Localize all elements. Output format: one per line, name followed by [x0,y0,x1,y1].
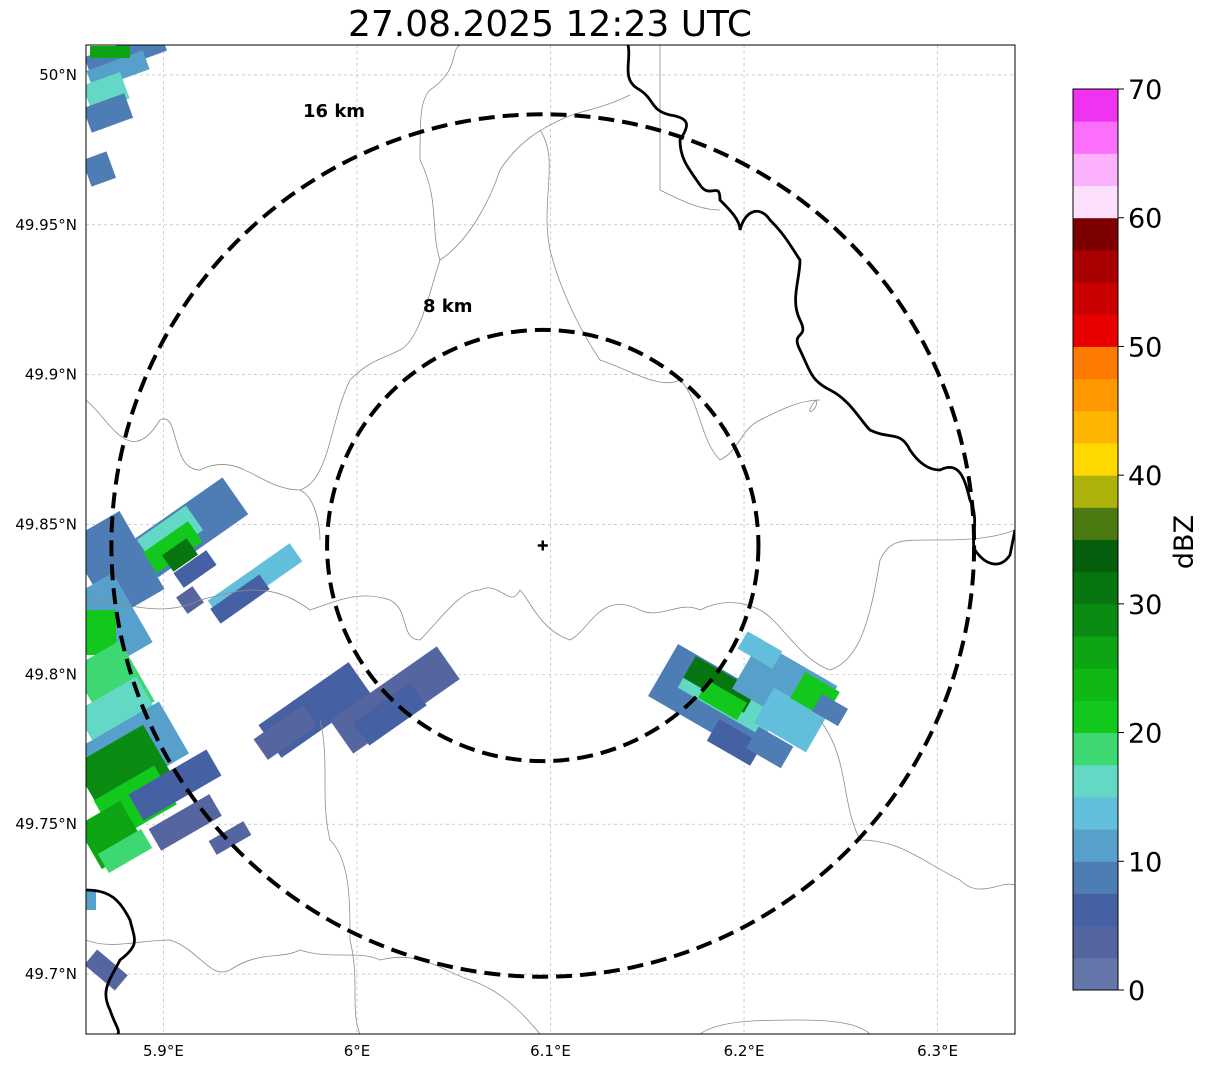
colorbar-tick-label: 0 [1128,976,1145,1007]
range-rings [109,112,977,979]
colorbar-segment [1073,539,1118,573]
colorbar-segment [1073,346,1118,380]
echo-cluster-south-center [253,646,460,760]
colorbar-segment [1073,314,1118,347]
colorbar-tick-label: 20 [1128,719,1162,750]
colorbar-segment [1073,89,1118,122]
colorbar-segment [1073,378,1118,412]
colorbar-segment [1073,603,1118,637]
lat-tick-label: 49.9°N [25,366,77,384]
colorbar-unit-label: dBZ [1169,515,1200,569]
map-frame-border [85,44,1016,1035]
colorbar-segment [1073,185,1118,219]
colorbar-tick-label: 60 [1128,204,1162,235]
colorbar-tick-label: 10 [1128,847,1162,878]
lon-tick-label: 6.2°E [724,1042,765,1060]
colorbar-frame [1072,88,1119,991]
colorbar-segment [1073,764,1118,798]
national-border-southwest [86,888,136,1034]
admin-boundaries [86,45,1015,1034]
colorbar-segment [1073,893,1118,927]
colorbar-tick-label: 40 [1128,461,1162,492]
echo-cluster-east [648,631,848,769]
lat-tick-label: 49.85°N [15,516,77,534]
colorbar-segment [1073,249,1118,283]
radar-center-marker [537,540,548,551]
colorbar-segment [1073,475,1118,508]
map-title: 27.08.2025 12:23 UTC [347,4,753,45]
colorbar-segment [1073,732,1118,766]
echo-cluster-west [86,511,252,991]
lon-tick-label: 6.3°E [917,1042,958,1060]
longitude-tick-labels: 5.9°E 6°E 6.1°E 6.2°E 6.3°E [143,1042,958,1060]
colorbar-segment [1073,796,1118,830]
lon-tick-label: 5.9°E [143,1042,184,1060]
echo-cluster-top-left [86,45,167,187]
lat-tick-label: 49.7°N [25,965,77,983]
lat-tick-label: 49.75°N [15,815,77,833]
ring-label-8km: 8 km [423,296,473,317]
colorbar-segment [1073,121,1118,154]
lon-tick-label: 6°E [344,1042,371,1060]
range-ring [109,112,977,979]
lat-tick-label: 49.95°N [15,216,77,234]
ring-label-16km: 16 km [303,101,365,122]
radar-echoes [86,45,848,991]
colorbar-segment [1073,668,1118,701]
colorbar-segment [1073,636,1118,669]
lon-tick-label: 6.1°E [530,1042,571,1060]
colorbar-segment [1073,410,1118,444]
colorbar-segment [1073,153,1118,187]
national-border [626,45,1015,566]
colorbar-segment [1073,957,1118,991]
colorbar-tick-label: 30 [1128,590,1162,621]
colorbar-segment [1073,700,1118,734]
colorbar-segment [1073,442,1118,476]
lat-tick-label: 50°N [39,66,77,84]
colorbar-segment [1073,217,1118,251]
colorbar-tick-label: 50 [1128,332,1162,363]
latitude-tick-labels: 50°N 49.95°N 49.9°N 49.85°N 49.8°N 49.75°N 49.… [15,66,77,983]
colorbar-segment [1073,925,1118,959]
colorbar-tick-label: 70 [1128,75,1162,106]
colorbar-segment [1073,507,1118,540]
echo-cluster-northwest [132,477,303,624]
lat-tick-label: 49.8°N [25,665,77,683]
colorbar-segment [1073,282,1118,315]
colorbar-segment [1073,861,1118,894]
colorbar-segment [1073,571,1118,605]
range-ring [325,327,761,764]
colorbar: 0 10 20 30 40 50 60 70 [1072,75,1162,1007]
colorbar-segment [1073,829,1118,862]
